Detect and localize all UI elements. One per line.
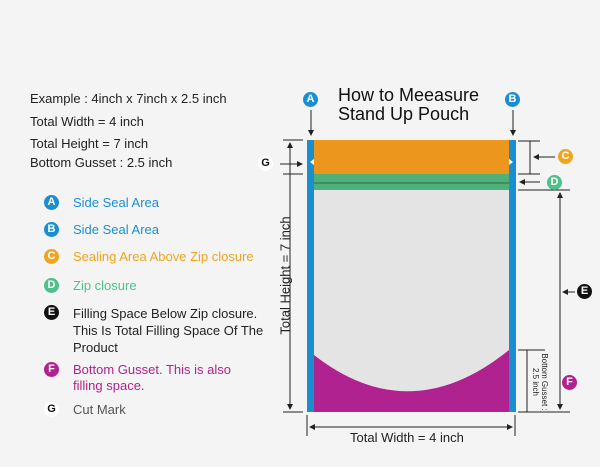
- badge-d: D: [44, 278, 59, 293]
- width-text: Total Width = 4 inch: [30, 114, 144, 129]
- diagram-title: How to Meeasure Stand Up Pouch: [338, 86, 479, 124]
- legend-a: Side Seal Area: [73, 195, 160, 210]
- side-seal-left: [307, 140, 314, 412]
- gusset-label-1: Bottom Gusset :: [540, 353, 549, 411]
- legend-c: Sealing Area Above Zip closure: [73, 249, 254, 264]
- title-line-2: Stand Up Pouch: [338, 104, 470, 124]
- marker-e: E: [577, 284, 592, 299]
- legend-g: Cut Mark: [73, 402, 126, 417]
- legend-b: Side Seal Area: [73, 222, 160, 237]
- title-line-1: How to Meeasure: [338, 85, 480, 105]
- badge-b: B: [44, 222, 59, 237]
- marker-a: A: [303, 92, 318, 107]
- side-seal-right: [509, 140, 516, 412]
- seal-area-top: [314, 140, 509, 174]
- bottom-gusset: [314, 350, 509, 412]
- total-height-label: Total Height = 7 inch: [277, 216, 293, 335]
- badge-c: C: [44, 249, 59, 264]
- total-width-label: Total Width = 4 inch: [350, 430, 464, 445]
- example-text: Example : 4inch x 7inch x 2.5 inch: [30, 91, 227, 106]
- badge-a: A: [44, 195, 59, 210]
- marker-c: C: [558, 149, 573, 164]
- badge-g: G: [44, 402, 59, 417]
- zip-closure: [307, 174, 516, 190]
- gusset-text: Bottom Gusset : 2.5 inch: [30, 155, 173, 170]
- legend-e: Filling Space Below Zip closure. This Is…: [73, 306, 264, 355]
- badge-f: F: [44, 362, 59, 377]
- gusset-label-2: 2.5 inch: [531, 367, 540, 397]
- legend-d: Zip closure: [73, 278, 137, 293]
- height-text: Total Height = 7 inch: [30, 136, 149, 151]
- legend-f: Bottom Gusset. This is also filling spac…: [73, 362, 231, 393]
- badge-e: E: [44, 305, 59, 320]
- marker-f: F: [562, 375, 577, 390]
- gusset-label: Bottom Gusset : 2.5 inch: [531, 347, 549, 417]
- marker-b: B: [505, 92, 520, 107]
- marker-g: G: [258, 156, 273, 171]
- marker-d: D: [547, 175, 562, 190]
